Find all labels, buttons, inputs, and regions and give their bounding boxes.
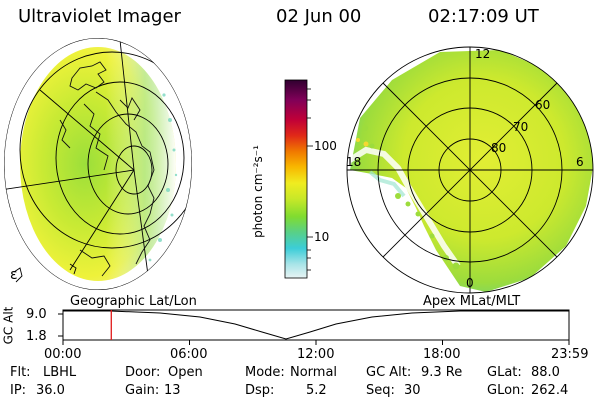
info-gcalt-value: 9.3 Re bbox=[421, 365, 463, 380]
instrument-title: Ultraviolet Imager bbox=[18, 6, 181, 27]
colorbar-tick-10: 10 bbox=[314, 230, 330, 244]
geographic-grid bbox=[4, 38, 192, 290]
info-flt-value: LBHL bbox=[43, 365, 77, 380]
mlat-label-70: 70 bbox=[513, 120, 529, 134]
mlt-label-12: 12 bbox=[475, 47, 491, 61]
info-ip-label: IP: bbox=[10, 383, 27, 398]
info-mode-value: Normal bbox=[290, 365, 338, 380]
timeline-plot bbox=[58, 309, 570, 345]
info-gain-label: Gain: bbox=[125, 383, 160, 398]
info-door-value: Open bbox=[168, 365, 203, 380]
geographic-caption: Geographic Lat/Lon bbox=[70, 294, 197, 309]
mlt-label-6: 6 bbox=[576, 155, 584, 169]
x-tick-0000: 00:00 bbox=[44, 347, 82, 362]
info-mode-label: Mode: bbox=[245, 365, 285, 380]
polar-plot bbox=[346, 46, 594, 294]
x-tick-1200: 12:00 bbox=[297, 347, 335, 362]
info-flt-label: Flt: bbox=[10, 365, 31, 380]
colorbar-unit-label: photon cm⁻²s⁻¹ bbox=[250, 145, 265, 238]
color-bar bbox=[284, 79, 313, 279]
mlt-label-18: 18 bbox=[346, 155, 362, 169]
info-seq-label: Seq: bbox=[366, 383, 395, 398]
mlat-label-80: 80 bbox=[491, 141, 507, 155]
altitude-curve bbox=[63, 310, 569, 340]
info-ip-value: 36.0 bbox=[36, 383, 65, 398]
info-gcalt-label: GC Alt: bbox=[366, 365, 412, 380]
info-glat-label: GLat: bbox=[487, 365, 522, 380]
info-dsp-value: 5.2 bbox=[306, 383, 327, 398]
info-glon-label: GLon: bbox=[487, 383, 525, 398]
x-tick-2359: 23:59 bbox=[551, 347, 589, 362]
corner-glyph: ɛ bbox=[10, 267, 18, 283]
y-tick-9: 9.0 bbox=[26, 307, 47, 322]
colorbar-tick-100: 100 bbox=[314, 139, 337, 153]
apex-caption: Apex MLat/MLT bbox=[423, 294, 521, 309]
info-seq-value: 30 bbox=[404, 383, 421, 398]
info-door-label: Door: bbox=[125, 365, 161, 380]
header-date: 02 Jun 00 bbox=[276, 6, 362, 27]
info-glat-value: 88.0 bbox=[531, 365, 560, 380]
info-glon-value: 262.4 bbox=[531, 383, 569, 398]
mlt-label-0: 0 bbox=[466, 276, 474, 290]
x-tick-1800: 18:00 bbox=[423, 347, 461, 362]
coastlines bbox=[59, 61, 155, 277]
mlat-label-60: 60 bbox=[535, 98, 551, 112]
x-tick-0600: 06:00 bbox=[170, 347, 208, 362]
header-time: 02:17:09 UT bbox=[428, 6, 539, 27]
geographic-image bbox=[4, 38, 192, 290]
info-gain-value: 13 bbox=[164, 383, 181, 398]
info-dsp-label: Dsp: bbox=[245, 383, 275, 398]
gc-alt-axis-label: GC Alt bbox=[1, 306, 16, 345]
y-tick-1-8: 1.8 bbox=[26, 329, 47, 344]
